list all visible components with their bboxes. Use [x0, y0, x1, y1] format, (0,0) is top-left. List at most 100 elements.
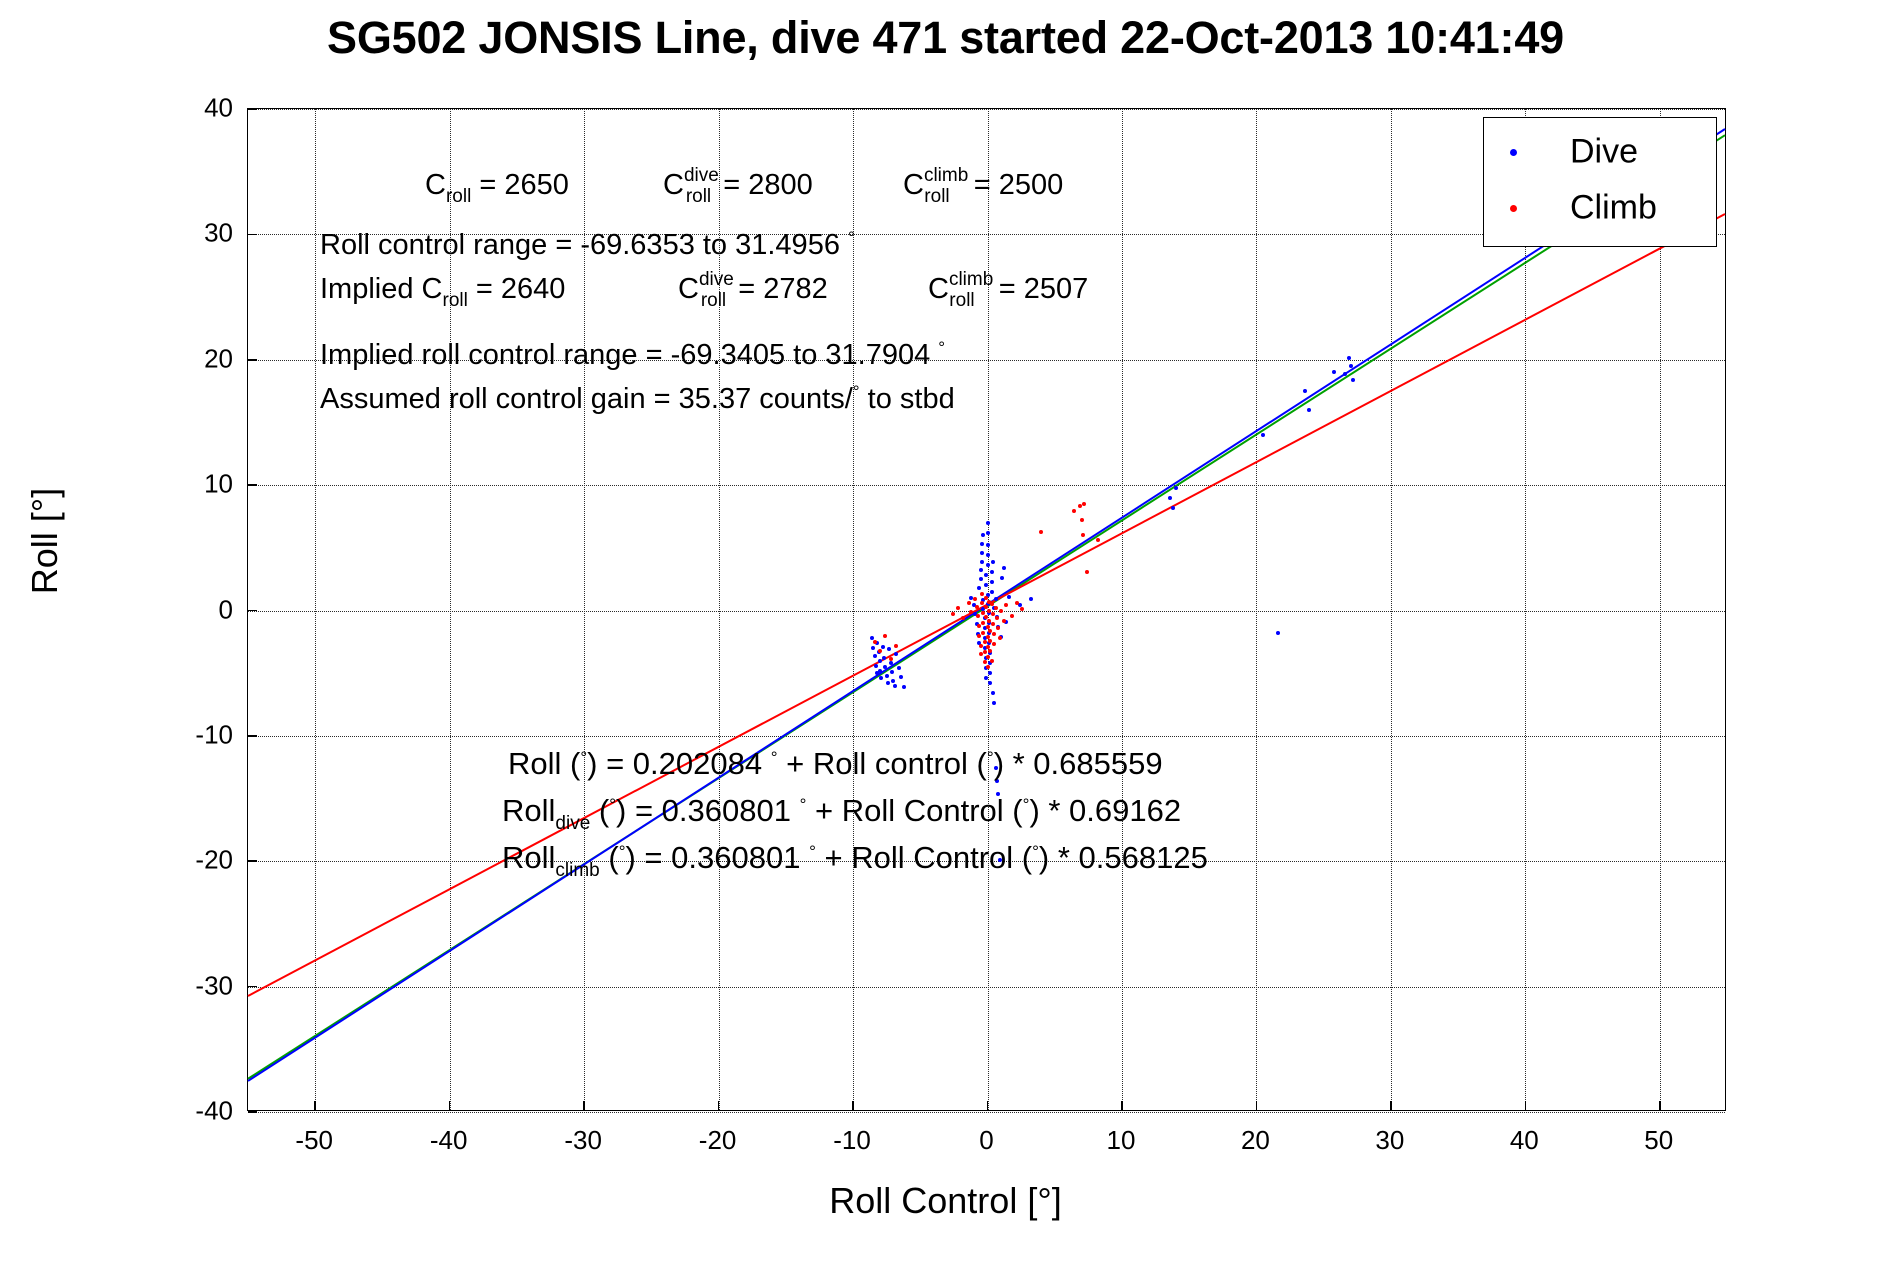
data-point-climb	[955, 605, 960, 610]
y-tick	[248, 233, 257, 236]
implied-c-climb-symbol: C	[928, 273, 949, 305]
data-point-climb	[1078, 504, 1083, 509]
legend-item-dive[interactable]: Dive	[1484, 124, 1716, 180]
data-point-dive	[984, 573, 989, 578]
data-point-dive	[1004, 619, 1009, 624]
data-point-dive	[986, 621, 991, 626]
data-point-climb	[966, 600, 971, 605]
data-point-dive	[881, 656, 886, 661]
data-point-dive	[1261, 432, 1266, 437]
gridline-vertical	[1390, 109, 1392, 1110]
degree-symbol: °	[848, 228, 855, 247]
gridline-vertical	[1256, 109, 1258, 1110]
c-climb-symbol: C	[903, 169, 924, 201]
data-point-dive	[880, 644, 885, 649]
data-point-dive	[902, 684, 907, 689]
data-point-climb	[978, 652, 983, 657]
data-point-climb	[872, 639, 877, 644]
x-tick-label: 40	[1509, 1125, 1539, 1155]
data-point-dive	[980, 550, 985, 555]
gridline-vertical	[584, 109, 586, 1110]
data-point-dive	[982, 646, 987, 651]
data-point-dive	[985, 593, 990, 598]
data-point-climb	[985, 644, 990, 649]
y-tick	[248, 735, 257, 737]
data-point-dive	[973, 612, 978, 617]
gridline-vertical	[449, 109, 451, 1110]
fit-all-part2: ) = 0.202084	[587, 746, 771, 781]
fit-dive-part2: (	[590, 793, 610, 828]
gridline-vertical	[1525, 109, 1527, 1110]
data-point-climb	[976, 613, 981, 618]
data-point-dive	[886, 681, 890, 686]
data-point-dive	[984, 676, 989, 681]
data-point-climb	[961, 616, 966, 621]
data-point-climb	[984, 595, 989, 600]
x-tick	[1658, 1101, 1661, 1110]
degree-symbol: °	[938, 338, 946, 357]
data-point-climb	[977, 633, 982, 638]
equation-fit-all: Roll (°) = 0.202084 ° + Roll control (°)…	[508, 748, 1163, 779]
data-point-climb	[1082, 501, 1087, 506]
data-point-dive	[985, 520, 990, 525]
data-point-dive	[872, 653, 877, 658]
data-point-climb	[984, 604, 989, 609]
fit-dive-part5: ) * 0.69162	[1029, 793, 1182, 828]
legend-item-climb[interactable]: Climb	[1484, 180, 1716, 236]
data-point-dive	[985, 543, 990, 548]
fit-dive-part1: Roll	[502, 793, 556, 828]
y-tick-label: 30	[204, 217, 233, 248]
c-dive-subscript: roll	[685, 186, 712, 207]
data-point-climb	[1079, 518, 1084, 523]
data-point-dive	[899, 674, 904, 679]
gridline-vertical	[853, 109, 855, 1110]
data-point-climb	[992, 632, 997, 637]
data-point-dive	[980, 559, 985, 564]
legend[interactable]: Dive Climb	[1483, 117, 1717, 247]
y-tick-label: -30	[195, 970, 233, 1001]
data-point-climb	[981, 621, 986, 626]
data-point-climb	[988, 638, 993, 643]
legend-label-climb: Climb	[1570, 188, 1657, 227]
data-point-climb	[985, 654, 990, 659]
data-point-dive	[993, 766, 998, 771]
data-point-dive	[883, 664, 888, 669]
fit-dive-subscript: dive	[555, 813, 591, 834]
implied-c-dive-symbol: C	[678, 273, 699, 305]
data-point-climb	[993, 605, 998, 610]
data-point-climb	[969, 609, 974, 614]
data-point-dive	[1302, 389, 1307, 394]
gain-text-tail: to stbd	[859, 383, 955, 415]
data-point-dive	[978, 577, 983, 582]
data-point-dive	[884, 673, 889, 678]
annotation-c-climb: Cclimbroll = 2500	[903, 166, 1063, 206]
data-point-dive	[1306, 407, 1311, 412]
data-point-climb	[980, 592, 985, 597]
implied-c-climb-subscript: roll	[949, 290, 975, 311]
data-point-dive	[985, 602, 990, 607]
fit-climb-part3: ) = 0.360801	[625, 840, 810, 875]
gridline-horizontal	[248, 1112, 1725, 1113]
data-point-dive	[981, 607, 986, 612]
data-point-climb	[986, 608, 991, 613]
data-point-climb	[1080, 533, 1085, 538]
data-point-climb	[986, 599, 991, 604]
gain-text: Assumed roll control gain = 35.37 counts…	[320, 383, 853, 415]
data-point-dive	[980, 542, 985, 547]
degree-symbol: °	[770, 748, 778, 767]
implied-prefix: Implied C	[320, 273, 443, 305]
x-tick-label: 50	[1644, 1125, 1674, 1155]
c-roll-subscript: roll	[445, 186, 472, 207]
gridline-horizontal	[248, 861, 1725, 863]
data-point-dive	[892, 683, 897, 688]
x-tick-label: 10	[1106, 1125, 1136, 1155]
data-point-climb	[988, 648, 993, 653]
degree-symbol: °	[609, 795, 617, 814]
data-point-climb	[950, 612, 955, 617]
data-point-dive	[1275, 631, 1280, 636]
fit-climb-subscript: climb	[555, 860, 600, 881]
fit-climb-part4: + Roll Control (	[815, 840, 1033, 875]
x-tick-label: -40	[429, 1125, 468, 1155]
implied-c-climb-value: = 2507	[990, 273, 1089, 305]
data-point-climb	[974, 604, 979, 609]
